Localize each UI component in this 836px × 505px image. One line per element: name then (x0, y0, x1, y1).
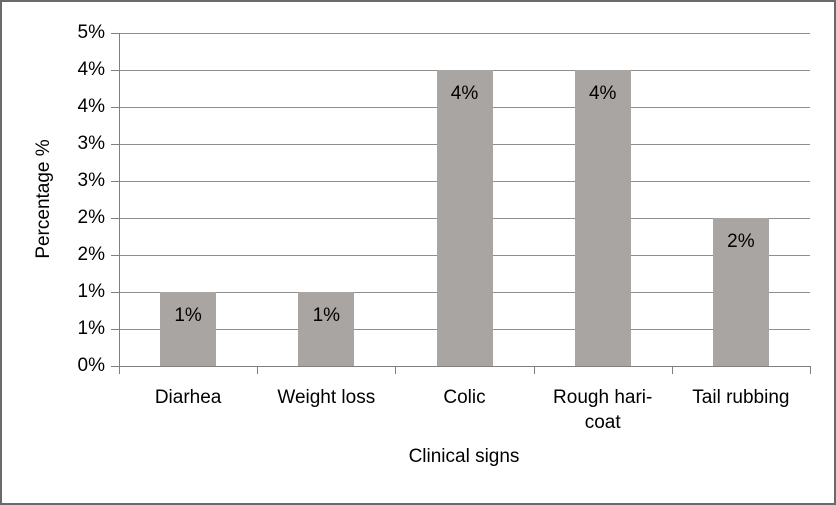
bar-value-label: 4% (588, 83, 617, 104)
y-axis-tick (111, 70, 120, 71)
bar (436, 70, 493, 366)
bar-value-label: 1% (174, 305, 202, 326)
y-axis-tick (111, 33, 120, 34)
x-category-label: Colic (443, 387, 486, 408)
x-axis-tick (671, 366, 673, 374)
y-tick-label: 0% (77, 355, 105, 376)
bar (298, 292, 355, 366)
bar-value-label: 1% (312, 305, 341, 326)
y-tick-label: 1% (77, 318, 105, 339)
x-axis-tick (119, 366, 120, 374)
x-axis-line (111, 366, 810, 367)
x-axis-tick (395, 366, 397, 374)
x-category-label: Weight loss (277, 387, 376, 408)
bar (574, 70, 631, 366)
x-axis-tick (810, 366, 811, 374)
y-tick-label: 5% (77, 22, 105, 43)
x-axis-title: Clinical signs (408, 446, 520, 467)
bar-value-label: 4% (450, 83, 479, 104)
y-tick-label: 3% (77, 170, 105, 191)
x-category-label: Diarhea (154, 387, 222, 408)
y-axis-tick (111, 107, 120, 108)
bar (160, 292, 217, 366)
y-axis-tick (111, 218, 120, 219)
y-axis-tick (111, 144, 120, 145)
gridline (120, 33, 810, 34)
bar (712, 218, 769, 366)
y-tick-label: 2% (77, 207, 105, 228)
y-axis-tick (111, 329, 120, 330)
y-tick-label: 4% (77, 59, 105, 80)
y-tick-label: 3% (77, 133, 105, 154)
x-category-label: Tail rubbing (692, 387, 790, 408)
y-axis-tick (111, 255, 120, 256)
y-axis-tick (111, 292, 120, 293)
y-tick-label: 1% (77, 281, 105, 302)
x-axis-tick (257, 366, 259, 374)
x-category-label: Rough hari-coat (553, 387, 653, 433)
x-axis-tick (533, 366, 535, 374)
y-axis-line (119, 33, 120, 366)
y-tick-label: 2% (77, 244, 105, 265)
y-axis-tick (111, 181, 120, 182)
bar-value-label: 2% (727, 231, 755, 252)
y-tick-label: 4% (77, 96, 105, 117)
